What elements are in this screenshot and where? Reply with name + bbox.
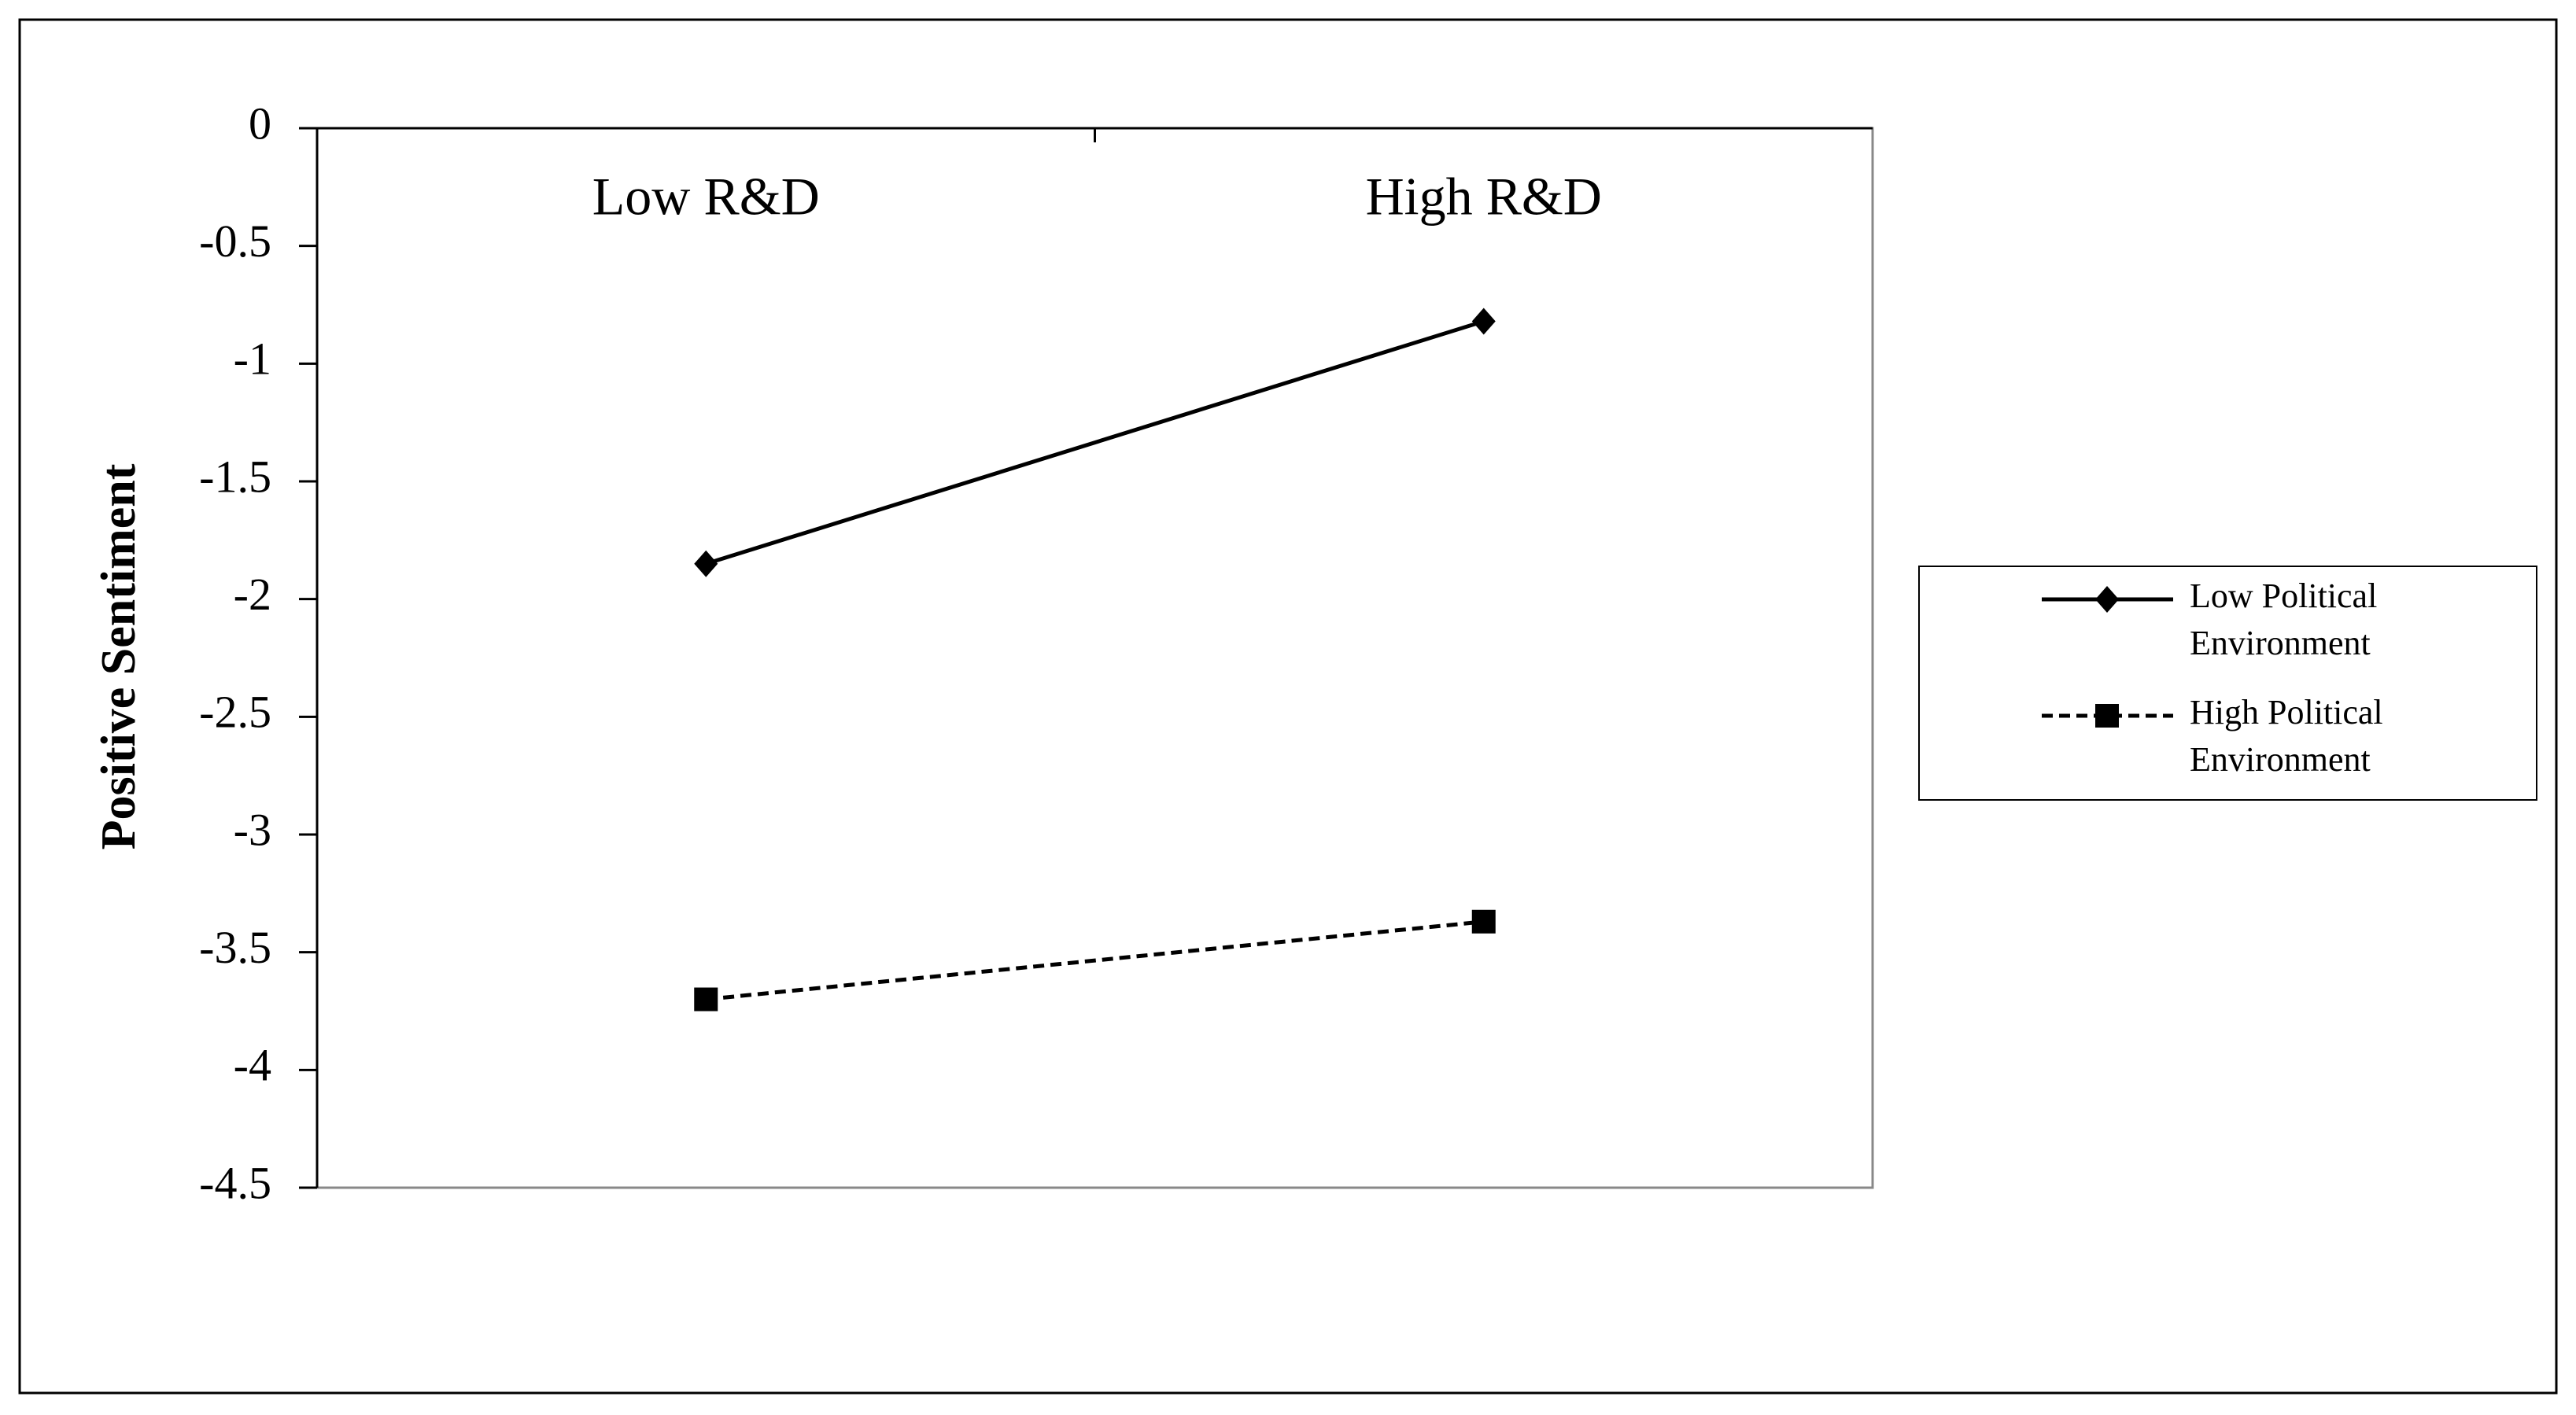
marker bbox=[2095, 704, 2119, 728]
series-line bbox=[706, 919, 1484, 1002]
y-tick-label: 0 bbox=[249, 98, 271, 149]
legend-label: Low Political Environment bbox=[2190, 577, 2386, 662]
y-tick-label: -4 bbox=[234, 1040, 271, 1091]
marker bbox=[1471, 909, 1496, 934]
y-tick-label: -1 bbox=[234, 333, 271, 385]
x-tick-label: Low R&D bbox=[592, 167, 820, 227]
y-tick-label: -2 bbox=[234, 569, 271, 620]
marker bbox=[2095, 586, 2119, 613]
y-tick-label: -0.5 bbox=[199, 216, 271, 267]
y-tick-label: -3 bbox=[234, 804, 271, 855]
legend-label: High Political Environment bbox=[2190, 693, 2392, 779]
y-tick-label: -4.5 bbox=[199, 1157, 271, 1208]
y-axis-label: Positive Sentiment bbox=[92, 463, 146, 849]
y-tick-label: -1.5 bbox=[199, 451, 271, 502]
legend-frame bbox=[1918, 566, 2537, 801]
marker bbox=[694, 550, 718, 577]
marker bbox=[694, 987, 718, 1012]
x-tick-label: High R&D bbox=[1366, 167, 1602, 227]
y-tick-label: -3.5 bbox=[199, 922, 271, 973]
y-tick-label: -2.5 bbox=[199, 687, 271, 738]
series-line bbox=[705, 319, 1485, 566]
marker bbox=[1471, 308, 1496, 335]
